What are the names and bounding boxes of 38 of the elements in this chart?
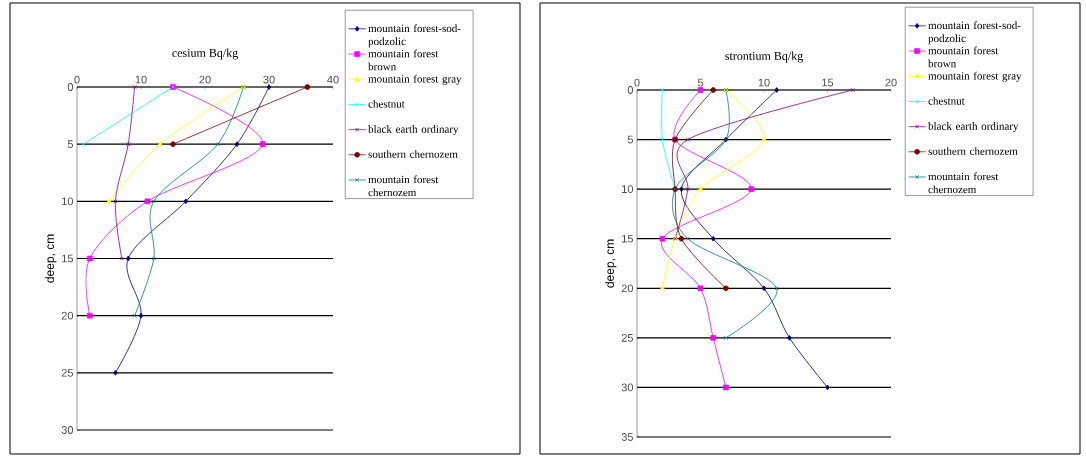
- y-tick-label: 30: [621, 383, 634, 392]
- x-tick-label: 30: [263, 75, 275, 84]
- y-tick-label: 5: [67, 140, 74, 148]
- y-tick-label: 10: [62, 197, 74, 206]
- y-tick-label: 0: [627, 86, 634, 94]
- y-tick-label: 20: [61, 311, 74, 320]
- chart-title: cesium Bq/kg: [172, 48, 238, 60]
- chart-title: strontium Bq/kg: [725, 51, 803, 63]
- x-tick-label: 0: [74, 75, 80, 84]
- legend-label: mountain forest gray: [368, 74, 462, 85]
- legend-label: southern chernozem: [368, 150, 458, 158]
- x-tick-label: 20: [885, 78, 897, 87]
- legend-label: black earth ordinary: [368, 125, 459, 136]
- y-tick-label: 25: [621, 333, 633, 342]
- y-axis-title: deep, cm: [605, 239, 617, 288]
- legend-label: chestnut: [928, 96, 965, 105]
- y-tick-label: 15: [62, 254, 74, 263]
- x-tick-label: 20: [199, 75, 211, 84]
- y-tick-label: 20: [621, 284, 634, 293]
- legend-label: black earth ordinary: [928, 122, 1019, 133]
- x-tick-label: 40: [327, 75, 339, 84]
- x-tick-label: 10: [758, 78, 770, 87]
- legend-label: mountain forest chernozem: [928, 172, 999, 194]
- legend-label: chestnut: [368, 99, 405, 108]
- x-tick-label: 10: [135, 75, 147, 84]
- y-axis-title: deep, cm: [45, 234, 57, 283]
- y-tick-label: 30: [61, 426, 74, 434]
- y-tick-label: 35: [621, 433, 633, 441]
- x-tick-label: 5: [697, 78, 704, 87]
- y-tick-label: 25: [61, 368, 74, 377]
- y-tick-label: 15: [622, 234, 633, 243]
- y-tick-label: 5: [627, 135, 633, 144]
- legend-label: mountain forest chernozem: [368, 175, 439, 197]
- x-tick-label: 15: [822, 78, 834, 87]
- y-tick-label: 10: [622, 185, 634, 194]
- x-tick-label: 0: [634, 78, 640, 87]
- legend-label: southern chernozem: [928, 147, 1018, 155]
- legend-label: mountain forest gray: [928, 71, 1022, 82]
